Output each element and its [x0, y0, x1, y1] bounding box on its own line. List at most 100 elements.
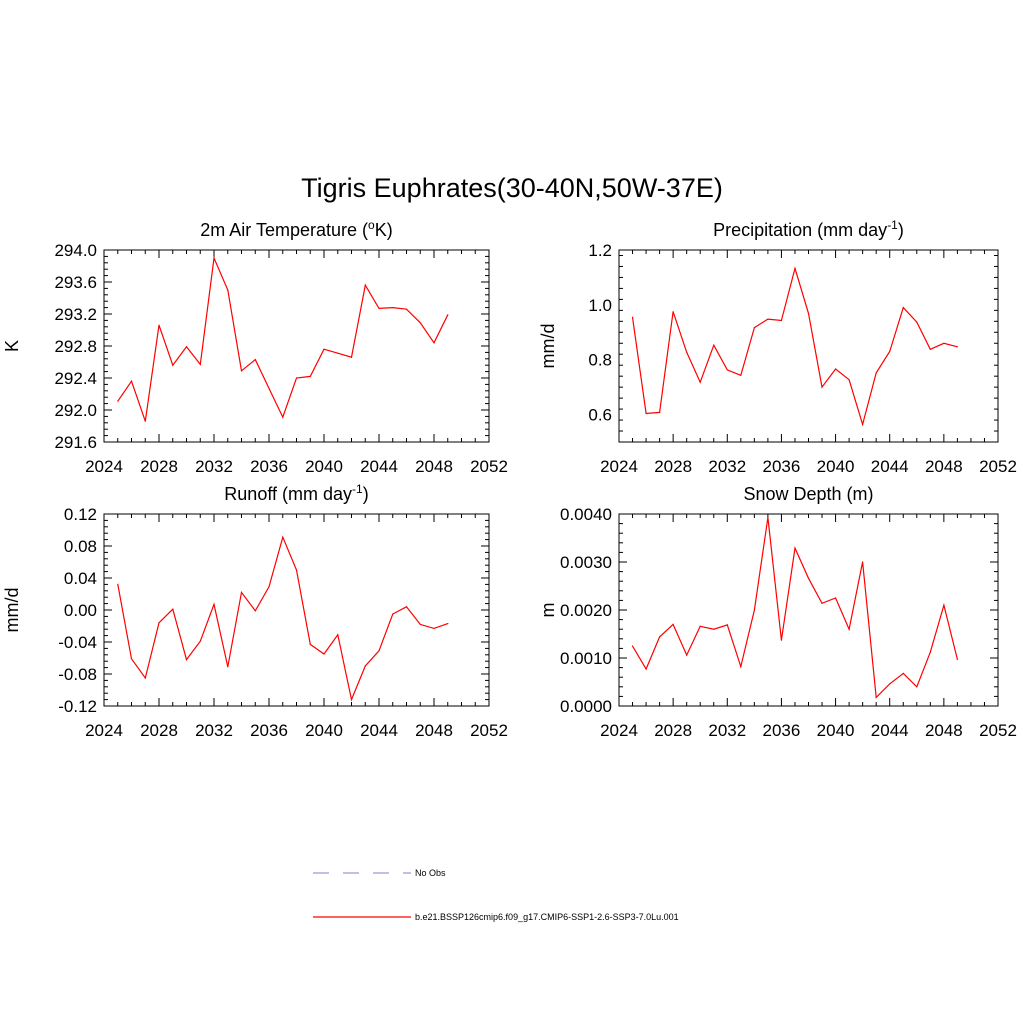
x-tick-label: 2032	[195, 457, 233, 476]
data-point	[956, 658, 959, 661]
x-tick-label: 2024	[600, 457, 638, 476]
data-point	[889, 683, 891, 685]
panels: 2024 2028 2032 2036 2040 2044 2048 2052 291.6 292…	[2, 218, 1017, 740]
x-tick-label: 2048	[415, 721, 453, 740]
data-point	[199, 640, 201, 642]
plot-frame	[103, 513, 490, 707]
data-point	[672, 623, 674, 626]
legend: No Obs b.e21.BSSP126cmip6.f09_g17.CMIP6-…	[313, 868, 679, 922]
y-tick-label: 0.8	[588, 351, 612, 370]
x-tick-label: 2028	[654, 721, 692, 740]
data-point	[740, 374, 742, 376]
y-tick-label: 0.08	[64, 537, 97, 556]
y-tick-label: 0.04	[64, 569, 97, 588]
panel-runoff: 2024 2028 2032 2036 2040 2044 2048 2052 -0.12 -0.…	[2, 482, 508, 740]
data-point	[807, 577, 810, 579]
data-point	[631, 316, 634, 318]
data-point	[780, 639, 783, 641]
data-point	[240, 370, 243, 372]
y-tick-label: 292.4	[54, 369, 97, 388]
data-point	[672, 311, 674, 313]
panel-snow-depth: 2024 2028 2032 2036 2040 2044 2048 2052 0.0000 0.…	[538, 484, 1017, 740]
x-tick-label: 2028	[140, 457, 178, 476]
data-point	[659, 411, 661, 413]
data-point	[433, 627, 435, 630]
data-point	[686, 654, 688, 656]
panel-precipitation: 2024 2028 2032 2036 2040 2044 2048 2052 0.6 0.8 1.…	[538, 218, 1017, 476]
data-point	[821, 602, 823, 604]
data-point	[433, 342, 435, 344]
data-point	[240, 591, 243, 594]
x-tick-label: 2048	[415, 457, 453, 476]
data-point	[767, 318, 769, 320]
plot-frame	[103, 249, 490, 443]
data-point	[295, 569, 298, 571]
x-tick-label: 2032	[708, 721, 746, 740]
y-tick-label: 0.0010	[560, 649, 612, 668]
data-point	[337, 634, 339, 636]
x-tick-label: 2052	[979, 721, 1017, 740]
data-point	[337, 352, 339, 354]
y-tick-label: 0.0020	[560, 601, 612, 620]
x-tick-label: 2028	[140, 721, 178, 740]
y-tick-label: 0.00	[64, 601, 97, 620]
x-tick-label: 2024	[600, 721, 638, 740]
data-point	[254, 610, 256, 612]
x-tick-label: 2048	[925, 721, 963, 740]
panel-title: Precipitation (mm day-1)	[713, 218, 904, 240]
plot-frame	[618, 249, 999, 443]
data-point	[268, 387, 270, 389]
data-point	[405, 606, 408, 608]
data-point	[848, 379, 850, 381]
data-point	[130, 380, 133, 382]
y-tick-label: 292.0	[54, 401, 97, 420]
data-point	[144, 677, 146, 679]
data-point	[848, 628, 850, 630]
x-tick-label: 2036	[763, 721, 801, 740]
data-point	[172, 608, 174, 610]
data-point	[753, 609, 756, 611]
y-tick-label: 292.8	[54, 337, 97, 356]
data-point	[794, 267, 796, 269]
data-point	[158, 622, 160, 624]
y-tick-label: 293.6	[54, 273, 97, 292]
data-point	[780, 319, 783, 322]
y-tick-label: -0.12	[58, 697, 97, 716]
data-point	[378, 307, 380, 309]
data-point	[213, 603, 215, 606]
y-tick-label: 0.0000	[560, 697, 612, 716]
data-point	[130, 658, 133, 660]
data-point	[726, 624, 728, 626]
y-tick-label: 1.0	[588, 296, 612, 315]
data-point	[323, 653, 325, 655]
x-tick-label: 2024	[85, 721, 123, 740]
data-point	[185, 346, 188, 348]
x-tick-label: 2028	[654, 457, 692, 476]
data-point	[916, 686, 918, 688]
y-tick-label: 0.6	[588, 406, 612, 425]
data-point	[713, 344, 715, 346]
main-title: Tigris Euphrates(30-40N,50W-37E)	[301, 173, 723, 203]
x-tick-label: 2044	[871, 457, 909, 476]
data-point	[659, 636, 661, 638]
data-point	[699, 625, 701, 627]
data-point	[172, 364, 174, 366]
panel-title: Snow Depth (m)	[743, 484, 873, 504]
x-tick-label: 2052	[979, 457, 1017, 476]
data-point	[862, 561, 864, 563]
data-point	[807, 312, 810, 314]
data-point	[645, 668, 647, 670]
x-tick-label: 2044	[360, 457, 398, 476]
data-point	[227, 666, 229, 668]
x-tick-label: 2024	[85, 457, 123, 476]
x-tick-label: 2044	[360, 721, 398, 740]
data-point	[645, 412, 647, 415]
data-point	[350, 356, 353, 358]
data-point	[889, 350, 891, 353]
y-tick-label: 0.0030	[560, 553, 612, 572]
y-axis-label: mm/d	[538, 324, 558, 369]
data-point	[862, 423, 864, 425]
data-point	[309, 643, 311, 646]
data-point	[392, 613, 394, 615]
